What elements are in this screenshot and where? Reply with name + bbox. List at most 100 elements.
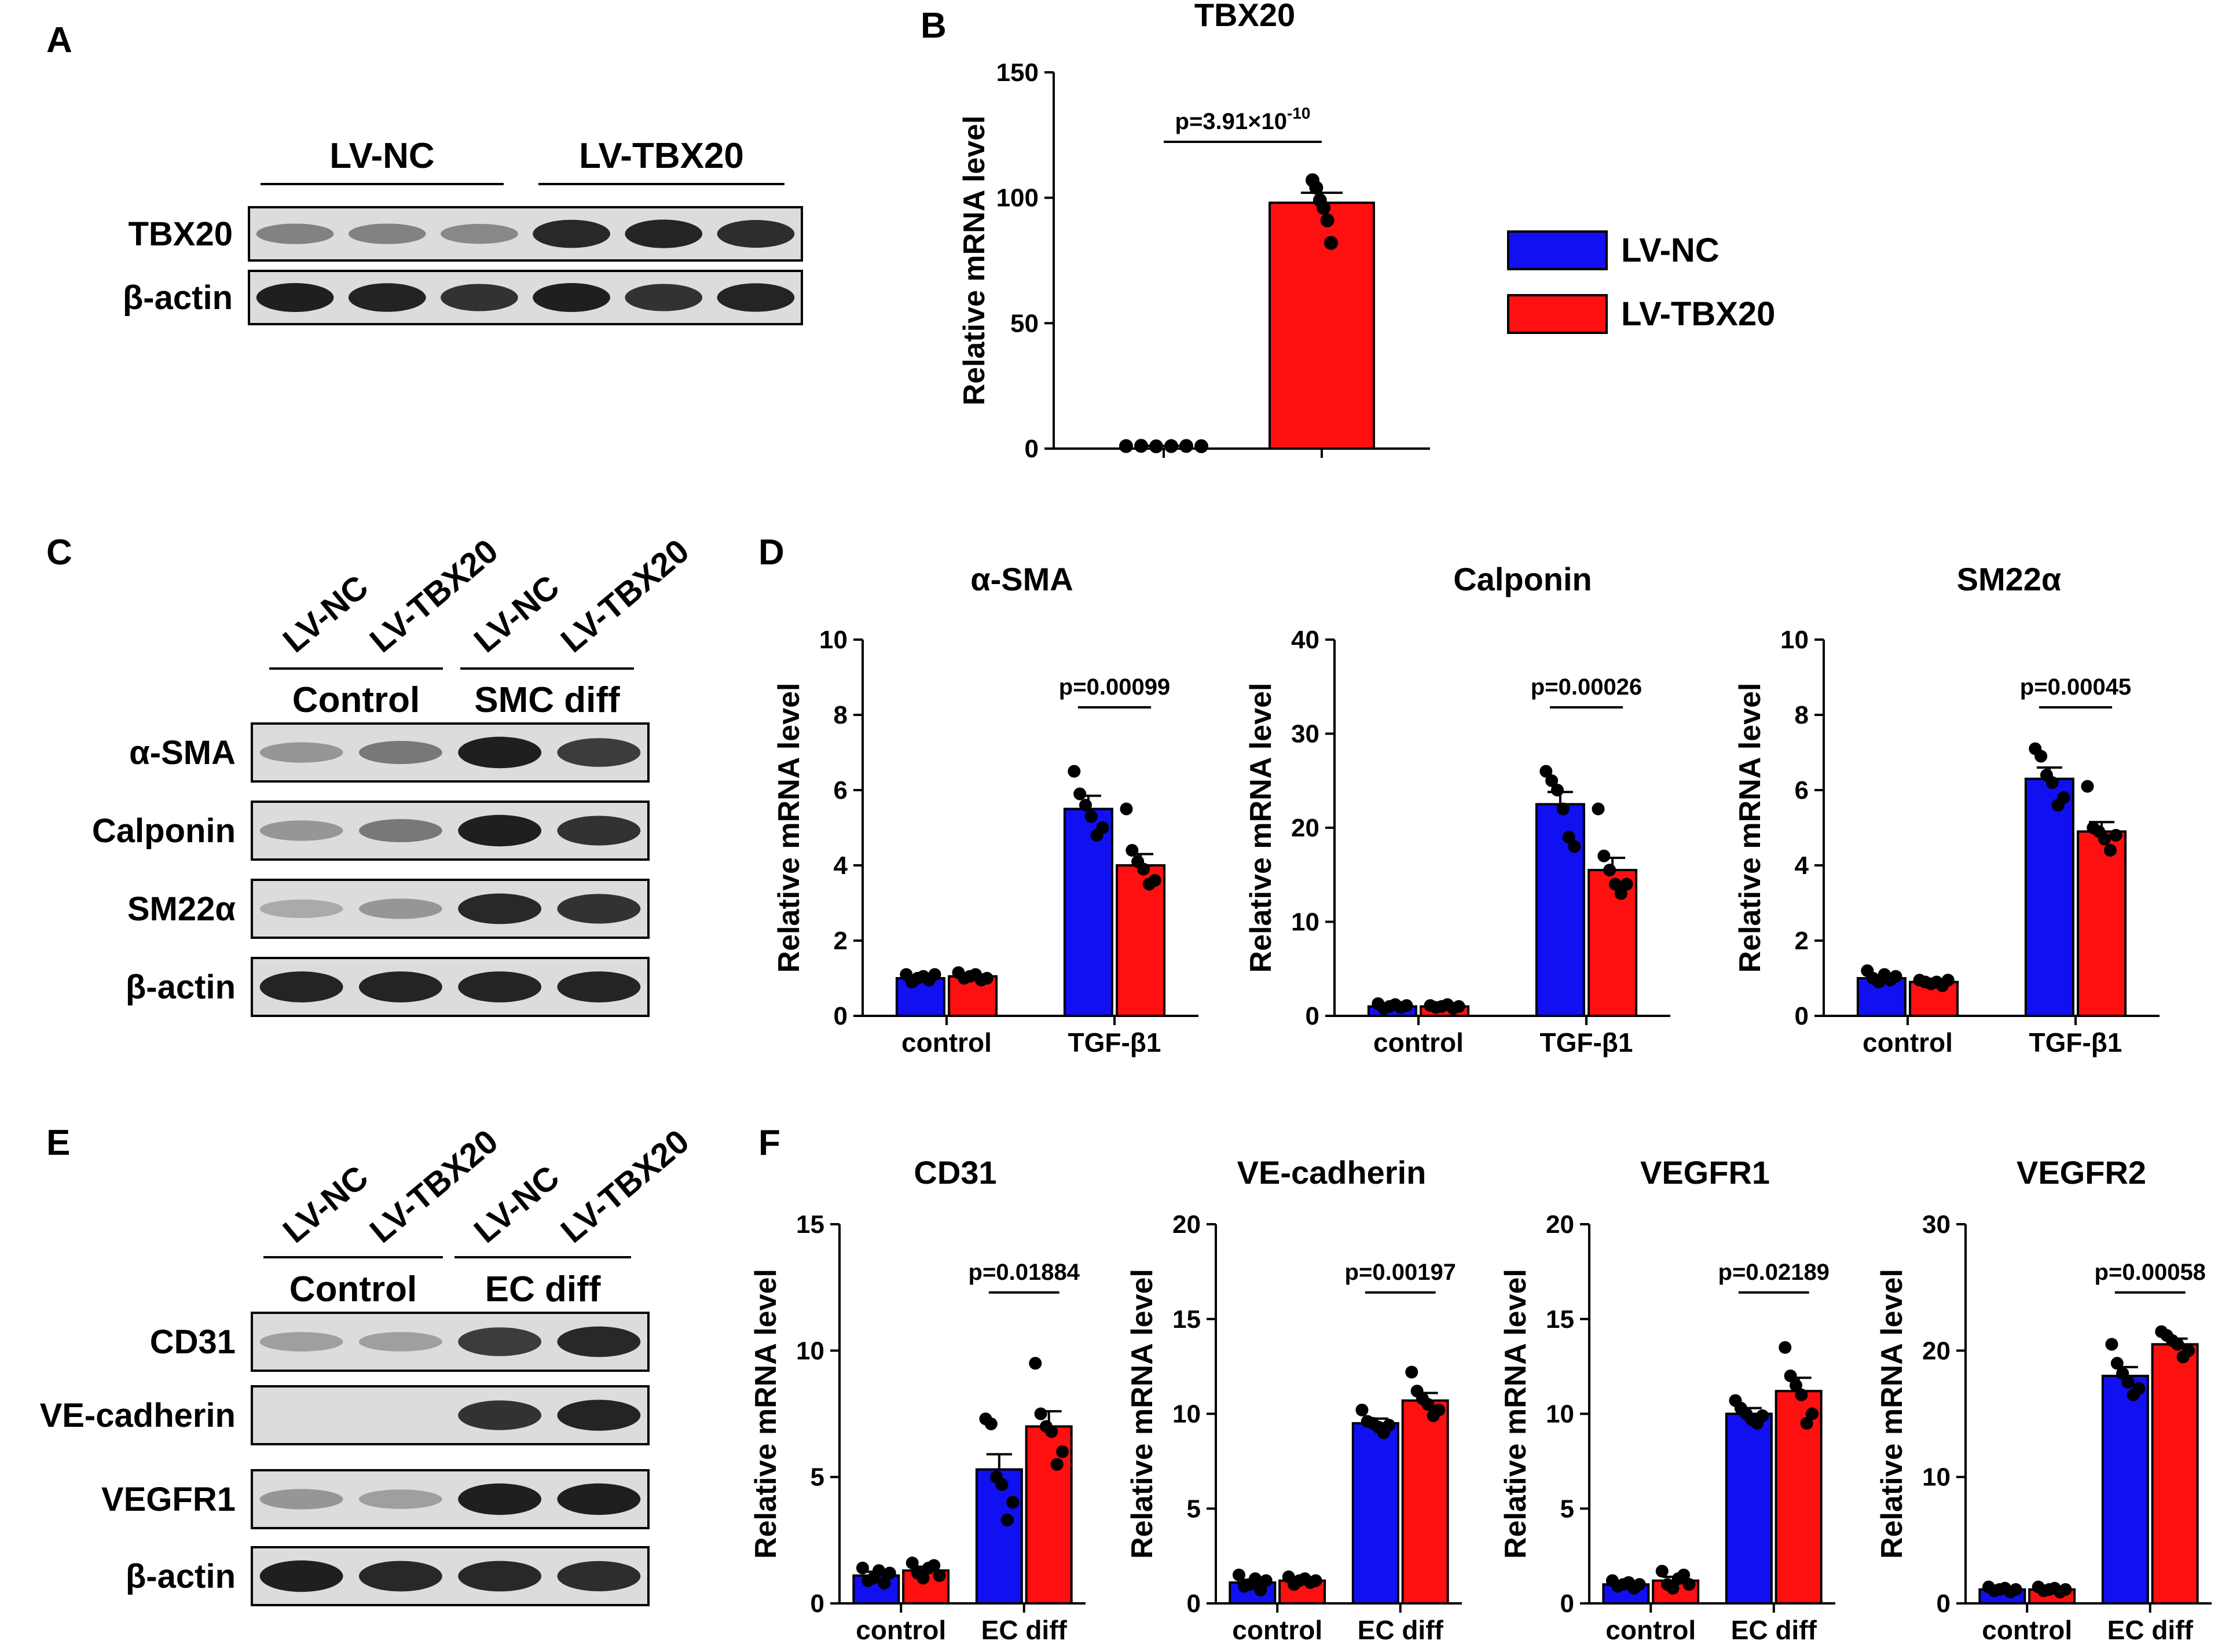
data-point bbox=[1789, 1379, 1802, 1392]
x-tick-label: control bbox=[1232, 1615, 1322, 1645]
blot-band bbox=[259, 1332, 343, 1352]
group-label: SMC diff bbox=[474, 680, 620, 720]
data-point bbox=[1405, 1365, 1418, 1379]
y-tick-label: 0 bbox=[1560, 1589, 1574, 1618]
data-point bbox=[1568, 840, 1581, 853]
data-point bbox=[1068, 765, 1081, 778]
data-point bbox=[933, 1569, 946, 1582]
chart-vegfr2: VEGFR2 0 10 20 30 Relative mRNA level control E… bbox=[1875, 1154, 2212, 1645]
blot-strip bbox=[251, 1469, 650, 1529]
data-point bbox=[2045, 776, 2059, 789]
data-point bbox=[1609, 878, 1622, 891]
lane-label: LV-TBX20 bbox=[554, 532, 696, 660]
data-point bbox=[1756, 1409, 1769, 1422]
x-tick-label: control bbox=[1373, 1027, 1464, 1058]
data-point bbox=[2132, 1382, 2146, 1395]
chart-title: SM22α bbox=[1957, 561, 2062, 597]
data-point bbox=[2171, 1338, 2184, 1351]
data-point bbox=[1096, 821, 1109, 834]
data-point bbox=[1249, 1572, 1262, 1585]
bar-lv-nc bbox=[2101, 1375, 2149, 1605]
panel-letter-b: B bbox=[921, 6, 947, 46]
blot-band bbox=[625, 284, 703, 311]
group-label: EC diff bbox=[485, 1269, 601, 1309]
group-label: Control bbox=[289, 1269, 417, 1309]
x-tick-label: control bbox=[901, 1027, 992, 1058]
data-point bbox=[2059, 1583, 2072, 1596]
data-point bbox=[1232, 1568, 1245, 1581]
y-tick-label: 0 bbox=[1795, 1002, 1809, 1030]
y-tick-label: 8 bbox=[834, 701, 848, 729]
x-tick-label: EC diff bbox=[1731, 1615, 1817, 1645]
p-value-label: p=0.00099 bbox=[1059, 674, 1170, 700]
data-point bbox=[2057, 791, 2070, 804]
data-point bbox=[1050, 1458, 1064, 1471]
data-point bbox=[1006, 1496, 1020, 1509]
data-point bbox=[1800, 1416, 1813, 1430]
panel-letter-c: C bbox=[46, 533, 72, 572]
blot-band bbox=[458, 893, 542, 924]
y-tick-label: 0 bbox=[1187, 1589, 1201, 1618]
y-axis-label: Relative mRNA level bbox=[958, 116, 991, 406]
data-point bbox=[1056, 1445, 1069, 1458]
legend-label-lv-nc: LV-NC bbox=[1621, 232, 1720, 269]
bar-lv-tbx20 bbox=[2077, 830, 2127, 1017]
y-axis-label: Relative mRNA level bbox=[1499, 1269, 1533, 1559]
panel-letter-d: D bbox=[758, 533, 784, 572]
blot-band bbox=[458, 736, 542, 769]
blot-row-label: VEGFR1 bbox=[101, 1481, 236, 1518]
blot-band bbox=[348, 223, 426, 244]
bar-lv-tbx20 bbox=[1116, 864, 1166, 1017]
blot-row-label: TBX20 bbox=[128, 215, 233, 253]
data-point bbox=[1452, 1000, 1465, 1013]
y-tick-label: 10 bbox=[1780, 626, 1809, 654]
y-tick-label: 10 bbox=[819, 626, 848, 654]
data-point bbox=[1941, 974, 1955, 987]
blot-row-label: β-actin bbox=[126, 968, 236, 1006]
data-point bbox=[1045, 1425, 1058, 1438]
blot-band bbox=[458, 1561, 542, 1592]
p-value-label: p=0.00026 bbox=[1531, 674, 1642, 700]
y-tick-label: 15 bbox=[1546, 1305, 1574, 1334]
bar-lv-nc bbox=[1725, 1412, 1773, 1605]
blot-band bbox=[259, 1560, 343, 1592]
y-axis-label: Relative mRNA level bbox=[1875, 1269, 1909, 1559]
data-point bbox=[1317, 201, 1331, 215]
data-point bbox=[2098, 832, 2111, 846]
bar-lv-nc bbox=[895, 977, 945, 1017]
lane-label: LV-TBX20 bbox=[554, 1122, 696, 1250]
data-point bbox=[1383, 1419, 1396, 1432]
bar-lv-nc bbox=[975, 1468, 1023, 1605]
bar-lv-nc bbox=[1063, 807, 1113, 1017]
bar-lv-nc bbox=[1351, 1422, 1399, 1605]
bar-lv-tbx20 bbox=[1775, 1390, 1823, 1605]
legend: LV-NC LV-TBX20 bbox=[1507, 230, 1775, 334]
y-tick-label: 6 bbox=[1795, 776, 1809, 805]
data-point bbox=[1073, 787, 1087, 801]
blot-band bbox=[358, 898, 442, 919]
y-tick-label: 2 bbox=[834, 927, 848, 955]
chart-title: VEGFR2 bbox=[2017, 1154, 2146, 1191]
y-tick-label: 20 bbox=[1291, 814, 1319, 842]
data-point bbox=[2121, 1375, 2135, 1389]
y-tick-label: 10 bbox=[796, 1337, 824, 1365]
data-point bbox=[1655, 1565, 1669, 1578]
blot-band bbox=[557, 1326, 641, 1357]
y-tick-label: 5 bbox=[1187, 1495, 1201, 1523]
lane-label: LV-NC bbox=[467, 568, 567, 660]
data-point bbox=[905, 1556, 919, 1570]
y-tick-label: 0 bbox=[1937, 1589, 1951, 1618]
blot-row-label: α-SMA bbox=[129, 734, 236, 772]
group-label: LV-NC bbox=[329, 136, 434, 176]
y-tick-label: 150 bbox=[996, 58, 1039, 87]
data-point bbox=[1259, 1574, 1273, 1587]
blot-band bbox=[557, 1400, 641, 1431]
blot-band bbox=[348, 283, 426, 312]
blot-band bbox=[625, 219, 703, 248]
data-point bbox=[1806, 1407, 1819, 1420]
blot-band bbox=[441, 223, 518, 244]
x-tick-label: control bbox=[1863, 1027, 1953, 1058]
chart-title: TBX20 bbox=[1194, 0, 1295, 33]
bar-lv-tbx20 bbox=[2151, 1343, 2199, 1605]
